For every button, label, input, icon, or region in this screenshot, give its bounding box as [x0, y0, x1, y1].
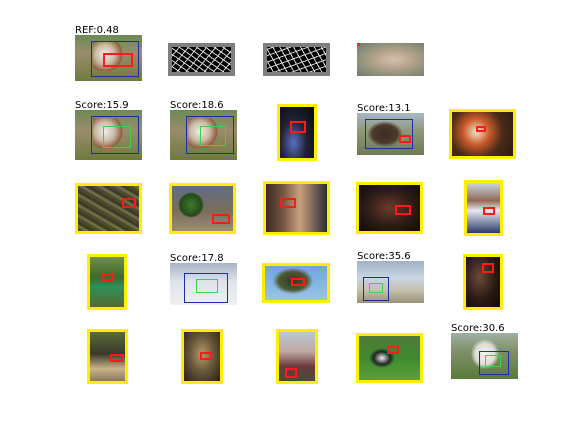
result-image-3-4[interactable] [357, 261, 424, 303]
result-image-3-3[interactable] [262, 263, 330, 303]
result-image-4-5[interactable] [451, 333, 518, 379]
detection-box [212, 214, 230, 224]
blurred-reference-image[interactable] [357, 43, 424, 76]
detection-box [395, 205, 411, 215]
ground-truth-box [479, 351, 509, 375]
detection-box [483, 207, 495, 215]
score-label: Score:17.8 [170, 253, 224, 264]
result-image-4-2[interactable] [181, 329, 223, 384]
reference-label: REF:0.48 [75, 25, 119, 36]
ground-truth-box [91, 41, 139, 77]
match-box [196, 279, 218, 293]
result-image-3-2[interactable] [170, 263, 237, 305]
detection-box [200, 352, 212, 360]
detection-box [102, 273, 114, 281]
result-image-2-5[interactable] [464, 180, 503, 236]
ground-truth-box [365, 119, 413, 149]
score-label: Score:18.6 [170, 100, 224, 111]
detection-box [280, 198, 296, 208]
reference-image[interactable] [75, 35, 142, 81]
ground-truth-box [186, 116, 234, 154]
detection-box [122, 198, 136, 208]
score-label: Score:15.9 [75, 100, 129, 111]
match-box [200, 126, 226, 146]
detection-box [476, 126, 486, 132]
result-image-4-4[interactable] [356, 333, 423, 383]
match-box [485, 355, 501, 367]
result-image-1-2[interactable] [170, 110, 237, 160]
detection-box [399, 135, 411, 143]
match-box [369, 283, 383, 293]
result-image-1-3[interactable] [277, 104, 317, 161]
score-label: Score:30.6 [451, 323, 505, 334]
result-image-2-2[interactable] [169, 183, 236, 234]
result-image-1-4[interactable] [357, 113, 424, 155]
result-image-2-1[interactable] [75, 183, 142, 234]
match-box [103, 126, 131, 148]
score-label: Score:35.6 [357, 251, 411, 262]
result-image-1-5[interactable] [449, 109, 516, 159]
result-image-2-3[interactable] [263, 181, 330, 235]
score-label: Score:13.1 [357, 103, 411, 114]
result-image-4-1[interactable] [87, 329, 128, 384]
feature-map-1[interactable] [168, 43, 235, 76]
result-image-1-1[interactable] [75, 110, 142, 160]
ground-truth-box [363, 277, 389, 301]
detection-box [482, 263, 494, 273]
result-image-3-1[interactable] [87, 254, 127, 310]
result-image-2-4[interactable] [356, 182, 423, 234]
detection-box [290, 121, 306, 133]
ground-truth-box [184, 273, 228, 303]
result-image-4-3[interactable] [276, 329, 318, 384]
ground-truth-box [91, 116, 139, 154]
detection-box [291, 278, 305, 286]
detection-box [103, 53, 133, 67]
detection-box [387, 346, 399, 354]
detection-box [110, 354, 124, 362]
detection-box [285, 368, 297, 378]
result-image-3-5[interactable] [463, 254, 503, 310]
feature-map-2[interactable] [263, 43, 330, 76]
marker-dot [357, 43, 360, 46]
